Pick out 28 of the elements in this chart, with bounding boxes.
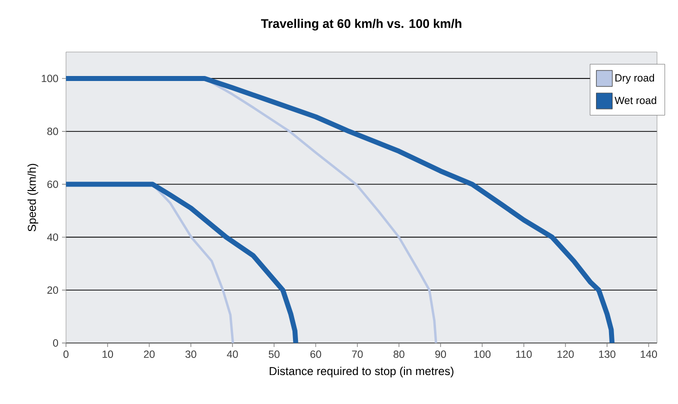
x-tick-label: 30 [185, 350, 196, 358]
x-tick-label: 50 [268, 350, 280, 358]
x-tick-label: 120 [558, 350, 574, 358]
legend-label: Wet road [614, 96, 656, 104]
legend-label: Dry road [615, 74, 654, 84]
x-tick-label: 60 [310, 350, 322, 358]
y-tick-label: 60 [47, 180, 58, 188]
x-tick-label: 40 [226, 350, 238, 358]
x-tick-label: 0 [63, 350, 68, 358]
line-series [66, 76, 615, 343]
x-tick-label: 20 [144, 350, 155, 358]
x-tick-label: 10 [102, 350, 114, 358]
line-series [66, 182, 298, 343]
x-tick-label: 100 [474, 350, 491, 358]
x-tick-label: 140 [640, 350, 657, 358]
y-tick-label: 0 [53, 339, 58, 347]
y-axis-title: Speed (km/h) [28, 164, 38, 232]
y-tick-label: 40 [47, 233, 58, 241]
chart-title: Travelling at 60 km/h vs. 100 km/h [261, 18, 462, 31]
y-tick-label: 20 [47, 286, 58, 294]
y-tick-label: 100 [42, 74, 58, 82]
x-tick-label: 90 [435, 350, 446, 358]
x-axis-title: Distance required to stop (in metres) [270, 366, 454, 378]
x-tick-label: 110 [516, 350, 532, 358]
y-tick-label: 80 [47, 128, 58, 136]
x-tick-label: 70 [352, 350, 363, 358]
x-tick-label: 130 [599, 350, 616, 358]
x-tick-label: 80 [394, 350, 404, 358]
